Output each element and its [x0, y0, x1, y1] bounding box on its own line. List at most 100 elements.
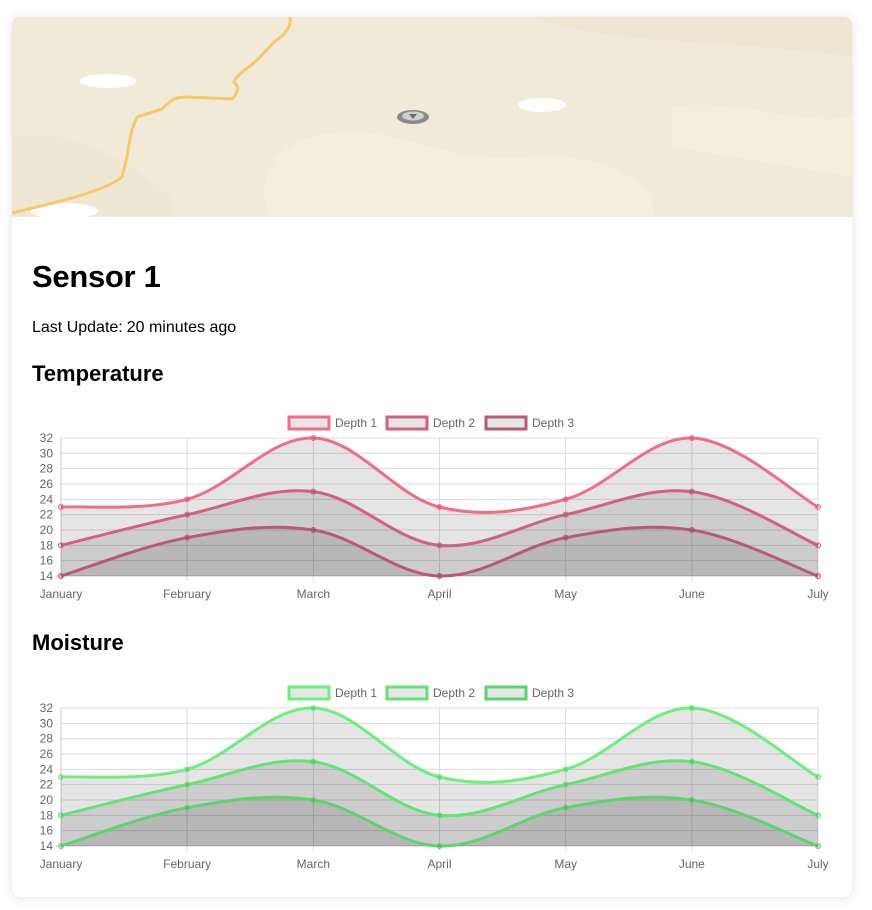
moisture-x-tick-label: February: [163, 857, 211, 871]
temperature-point-depth-1: [184, 496, 191, 503]
moisture-point-depth-2: [184, 781, 191, 788]
moisture-legend-item-2: Depth 2: [385, 685, 475, 701]
temperature-point-depth-3: [184, 534, 191, 541]
moisture-legend-item-1: Depth 1: [287, 685, 377, 701]
moisture-line-depth-3: [60, 795, 819, 848]
temperature-point-depth-2: [184, 511, 191, 518]
moisture-line-depth-2: [60, 759, 819, 818]
temperature-y-tick-label: 18: [40, 538, 54, 552]
moisture-legend-label: Depth 1: [335, 686, 377, 700]
moisture-y-tick-label: 32: [40, 701, 54, 715]
moisture-point-depth-1: [184, 766, 191, 773]
temperature-y-tick-label: 30: [40, 446, 54, 460]
moisture-section-title: Moisture: [32, 630, 124, 655]
temperature-y-tick-label: 20: [40, 523, 54, 537]
moisture-point-depth-2: [562, 781, 569, 788]
temperature-point-depth-3: [562, 534, 569, 541]
moisture-line-depth-1: [60, 706, 819, 784]
moisture-point-depth-1: [58, 774, 64, 780]
temperature-point-depth-2: [815, 542, 821, 549]
temperature-point-depth-1: [815, 504, 821, 510]
temperature-area-depth-3: [61, 527, 818, 577]
temperature-point-depth-2: [310, 488, 317, 495]
moisture-legend-swatch: [484, 685, 528, 701]
temperature-y-tick-label: 32: [40, 431, 54, 445]
moisture-y-tick-label: 20: [40, 793, 54, 807]
temperature-legend-item-2: Depth 2: [385, 415, 475, 431]
moisture-y-tick-label: 28: [40, 732, 54, 746]
moisture-legend-label: Depth 3: [532, 686, 574, 700]
temperature-point-depth-3: [58, 573, 64, 579]
moisture-area-depth-1: [61, 707, 818, 846]
temperature-point-depth-3: [688, 527, 695, 533]
temperature-point-depth-1: [688, 435, 695, 441]
temperature-point-depth-1: [58, 504, 64, 510]
temperature-line-depth-1: [60, 436, 819, 514]
moisture-point-depth-2: [688, 758, 695, 765]
temperature-point-depth-1: [562, 496, 569, 503]
moisture-y-tick-label: 16: [40, 824, 54, 838]
temperature-legend-label: Depth 3: [532, 416, 574, 430]
road-line: [12, 17, 292, 215]
temperature-y-tick-label: 28: [40, 462, 54, 476]
lake-shape: [518, 98, 566, 112]
moisture-point-depth-1: [688, 705, 695, 711]
moisture-y-tick-label: 26: [40, 747, 54, 761]
temperature-y-tick-label: 14: [40, 569, 54, 583]
moisture-y-tick-label: 14: [40, 839, 54, 853]
moisture-x-tick-label: May: [554, 857, 577, 871]
temperature-x-tick-label: July: [807, 587, 828, 601]
moisture-point-depth-1: [562, 766, 569, 773]
temperature-legend-label: Depth 1: [335, 416, 377, 430]
moisture-legend-swatch: [287, 685, 331, 701]
temperature-x-tick-label: January: [40, 587, 83, 601]
temperature-point-depth-1: [436, 504, 443, 510]
map-pin-icon[interactable]: [397, 110, 429, 124]
moisture-point-depth-1: [436, 774, 443, 780]
temperature-point-depth-2: [58, 542, 64, 549]
moisture-point-depth-3: [184, 804, 191, 811]
moisture-area-depth-2: [61, 760, 818, 846]
temperature-legend-swatch: [287, 415, 331, 431]
temperature-x-tick-label: March: [297, 587, 330, 601]
moisture-y-tick-label: 22: [40, 778, 54, 792]
moisture-x-tick-label: April: [427, 857, 451, 871]
moisture-y-tick-label: 30: [40, 716, 54, 730]
temperature-legend-swatch: [484, 415, 528, 431]
moisture-legend-label: Depth 2: [433, 686, 475, 700]
moisture-point-depth-2: [815, 812, 821, 819]
moisture-point-depth-3: [436, 843, 443, 849]
sensor-title: Sensor 1: [32, 259, 161, 294]
temperature-point-depth-2: [562, 511, 569, 518]
temperature-section-title: Temperature: [32, 361, 164, 386]
lake-shape: [30, 203, 98, 217]
moisture-point-depth-2: [436, 812, 443, 819]
moisture-legend-swatch: [385, 685, 429, 701]
temperature-line-depth-2: [60, 489, 819, 548]
temperature-point-depth-1: [310, 435, 317, 441]
moisture-y-tick-label: 24: [40, 762, 54, 776]
temperature-point-depth-3: [436, 573, 443, 579]
temperature-point-depth-3: [815, 573, 821, 579]
temperature-line-depth-3: [60, 525, 819, 578]
last-update: Last Update: 20 minutes ago: [32, 318, 240, 338]
moisture-x-tick-label: July: [807, 857, 828, 871]
temperature-y-tick-label: 22: [40, 508, 54, 522]
moisture-point-depth-3: [815, 843, 821, 849]
moisture-point-depth-3: [310, 797, 317, 803]
moisture-area-depth-3: [61, 797, 818, 847]
temperature-x-tick-label: June: [679, 587, 705, 601]
temperature-area-depth-1: [61, 437, 818, 576]
moisture-y-tick-label: 18: [40, 808, 54, 822]
last-update-label: Last Update:: [32, 319, 123, 336]
temperature-x-tick-label: April: [427, 587, 451, 601]
temperature-y-tick-label: 16: [40, 554, 54, 568]
last-update-value: 20 minutes ago: [126, 319, 237, 336]
map-view[interactable]: [12, 17, 852, 217]
temperature-y-tick-label: 24: [40, 492, 54, 506]
moisture-point-depth-3: [562, 804, 569, 811]
temperature-point-depth-2: [688, 488, 695, 495]
temperature-x-tick-label: May: [554, 587, 577, 601]
temperature-legend-label: Depth 2: [433, 416, 475, 430]
